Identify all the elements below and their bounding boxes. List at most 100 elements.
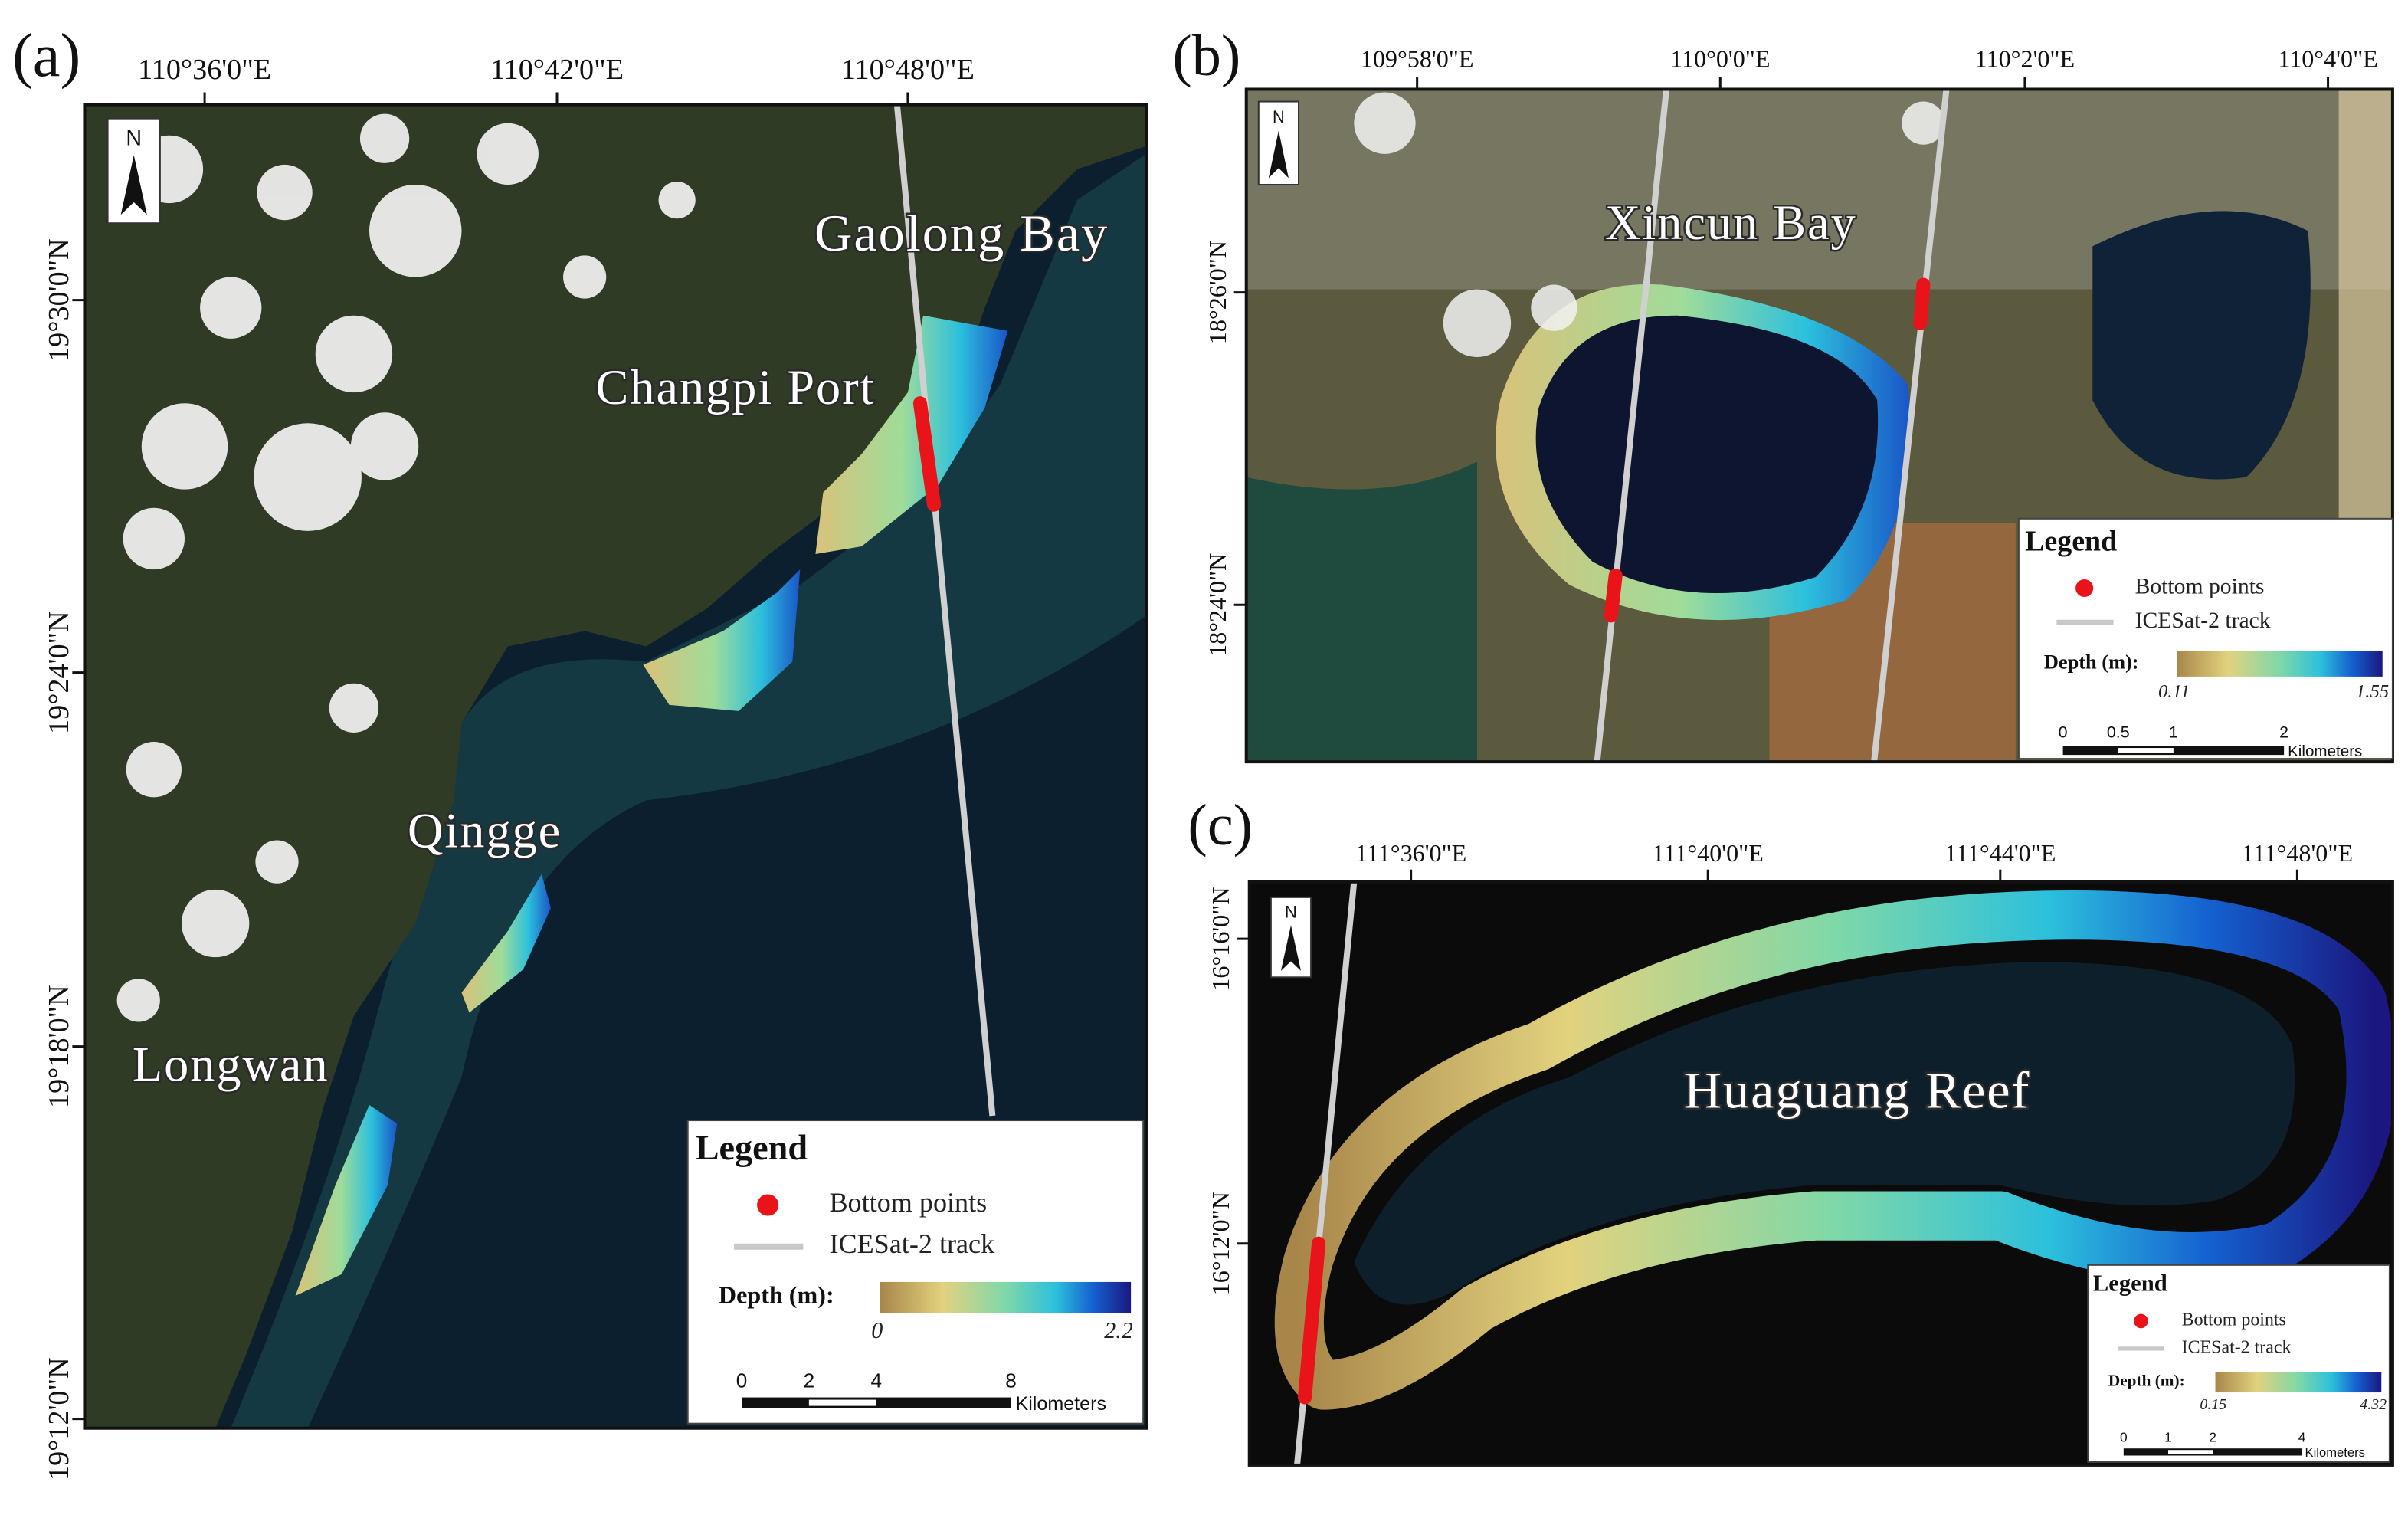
legend-bottom-marker xyxy=(757,1194,779,1216)
latitude-label: 18°24'0"N xyxy=(1204,553,1231,657)
scale-label: 2 xyxy=(2279,723,2288,742)
bay xyxy=(1535,315,1879,594)
north-label: N xyxy=(1285,903,1297,922)
panel: (c) 111°36'0"E 111°40'0"E 111°44'0"E 111°48'… xyxy=(1188,792,2394,1467)
place-name: Huaguang Reef xyxy=(1684,1061,2031,1120)
longitude-label: 111°48'0"E xyxy=(2242,839,2353,867)
place-name: Longwan xyxy=(133,1038,329,1092)
latitude-label: 16°12'0"N xyxy=(1207,1192,1234,1295)
longitude-label: 111°40'0"E xyxy=(1653,839,1764,867)
shallow-water xyxy=(295,315,1008,1297)
scale-label: 4 xyxy=(2298,1429,2306,1444)
bottom-points xyxy=(1604,569,1623,623)
reef-rim xyxy=(1274,890,2393,1410)
longitude-label: 109°58'0"E xyxy=(1361,45,1474,73)
latitude-label: 18°26'0"N xyxy=(1204,241,1231,344)
depth-max: 4.32 xyxy=(2360,1396,2387,1413)
scale-label: 2 xyxy=(804,1369,815,1392)
longitude-label: 110°4'0"E xyxy=(2278,45,2378,73)
north-label: N xyxy=(126,126,142,151)
north-label: N xyxy=(1273,107,1285,126)
scale-bar-segment xyxy=(2167,1450,2213,1454)
panel-label: (b) xyxy=(1172,23,1240,88)
longitude-label: 110°42'0"E xyxy=(490,54,624,86)
legend-track-label: ICESat-2 track xyxy=(2135,608,2271,633)
latitude-label: 19°30'0"N xyxy=(43,238,75,362)
scale-unit: Kilometers xyxy=(2288,743,2362,760)
scale-label: 0 xyxy=(2059,723,2068,742)
legend-bottom-marker xyxy=(2075,579,2094,598)
longitude-label: 110°48'0"E xyxy=(841,54,975,86)
map-frame xyxy=(1247,880,2394,1467)
icesat-track xyxy=(893,104,996,1117)
depth-label: Depth (m): xyxy=(2044,651,2139,673)
place-name: Qingge xyxy=(408,803,562,858)
legend-box xyxy=(686,1120,1145,1425)
map-frame xyxy=(1244,87,2394,764)
legend: Legend Bottom points ICESat-2 track Depth (… xyxy=(2087,1264,2390,1463)
panel: (a) 110°36'0"E 110°42'0"E 110°48'0"E 19°30'0… xyxy=(12,21,1148,1481)
scale-label: 4 xyxy=(870,1369,882,1392)
north-arrow xyxy=(1268,130,1289,179)
legend: Legend Bottom points ICESat-2 track Depth (… xyxy=(2017,517,2393,760)
depth-colorbar xyxy=(2176,651,2383,677)
map-c xyxy=(1249,881,2393,1465)
latitude-label: 19°24'0"N xyxy=(43,611,75,734)
panel: (b) 109°58'0"E 110°0'0"E 110°2'0"E 110°4'0"E… xyxy=(1172,23,2394,764)
sea xyxy=(1246,461,1477,762)
legend-bottom-label: Bottom points xyxy=(2135,574,2265,598)
scale-label: 0 xyxy=(2120,1429,2128,1444)
legend-bottom-label: Bottom points xyxy=(829,1187,987,1218)
depth-colorbar xyxy=(2215,1372,2382,1393)
place-name: Gaolong Bay xyxy=(814,204,1109,262)
depth-colorbar xyxy=(880,1281,1132,1313)
legend-track-label: ICESat-2 track xyxy=(2182,1337,2292,1357)
scale-label: 8 xyxy=(1005,1369,1017,1392)
icesat-track xyxy=(1871,89,1950,762)
beach xyxy=(2338,89,2393,520)
place-name: Changpi Port xyxy=(595,360,875,415)
scale-label: 0.5 xyxy=(2107,723,2130,742)
scale-label: 1 xyxy=(2169,723,2178,742)
depth-label: Depth (m): xyxy=(2108,1372,2185,1390)
legend: Legend Bottom points ICESat-2 track Depth (… xyxy=(686,1120,1145,1425)
coastal-water xyxy=(231,153,1147,1428)
map-a xyxy=(84,104,1147,1428)
scale-label: 1 xyxy=(2164,1429,2172,1444)
clouds xyxy=(1354,92,1945,357)
legend-title: Legend xyxy=(2025,525,2117,557)
bottom-points xyxy=(912,396,942,512)
map-frame xyxy=(83,103,1148,1430)
lagoon xyxy=(2092,211,2311,480)
legend-title: Legend xyxy=(696,1128,808,1167)
longitude-label: 111°36'0"E xyxy=(1355,839,1466,867)
panel-label: (c) xyxy=(1188,792,1253,858)
longitude-label: 110°0'0"E xyxy=(1670,45,1771,73)
legend-title: Legend xyxy=(2093,1270,2167,1296)
longitude-label: 110°36'0"E xyxy=(138,54,271,86)
depth-min: 0 xyxy=(871,1317,883,1343)
scale-unit: Kilometers xyxy=(1015,1393,1106,1415)
scale-label: 2 xyxy=(2209,1429,2216,1444)
latitude-label: 16°16'0"N xyxy=(1207,887,1234,990)
longitude-label: 111°44'0"E xyxy=(1944,839,2056,867)
latitude-label: 19°12'0"N xyxy=(43,1357,75,1481)
depth-max: 1.55 xyxy=(2356,681,2389,702)
bottom-points xyxy=(1298,1236,1326,1405)
legend-box xyxy=(2017,517,2393,760)
legend-bottom-label: Bottom points xyxy=(2182,1310,2286,1330)
legend-box xyxy=(2087,1264,2390,1463)
north-arrow xyxy=(120,155,147,215)
place-name: Xincun Bay xyxy=(1605,195,1857,250)
depth-min: 0.11 xyxy=(2158,681,2190,702)
longitude-label: 110°2'0"E xyxy=(1975,45,2075,73)
scale-bar xyxy=(2062,746,2285,756)
scale-bar-segment xyxy=(808,1399,876,1406)
legend-bottom-marker xyxy=(2134,1313,2148,1329)
panel-label: (a) xyxy=(12,21,80,90)
north-arrow xyxy=(1280,925,1302,971)
reef-lagoon xyxy=(1354,962,2295,1305)
scale-label: 0 xyxy=(736,1369,748,1392)
